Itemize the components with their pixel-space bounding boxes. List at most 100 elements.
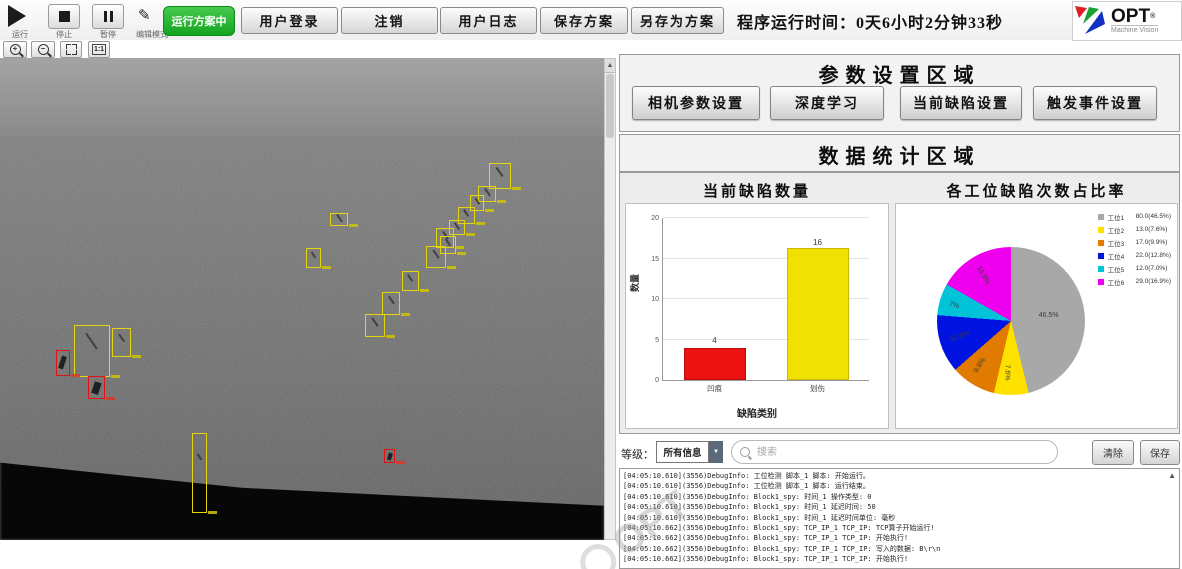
logout-button[interactable]: 注销	[341, 7, 438, 34]
stop-button[interactable]	[48, 4, 80, 29]
legend-name: 工位3	[1107, 240, 1125, 248]
detection-box	[365, 314, 385, 337]
scrollbar-thumb[interactable]	[606, 74, 614, 138]
legend-name: 工位2	[1107, 227, 1125, 235]
log-search-box[interactable]	[731, 440, 1058, 464]
y-tick-label: 0	[655, 377, 659, 384]
detection-box	[330, 213, 348, 226]
one-to-one-icon: 1:1	[91, 44, 107, 55]
log-scroll-up-icon[interactable]: ▲	[1168, 471, 1176, 480]
detection-label	[447, 266, 456, 269]
current-defect-settings-button[interactable]: 当前缺陷设置	[900, 86, 1022, 120]
pause-label: 暂停	[100, 30, 116, 39]
params-section-title: 参数设置区域	[818, 65, 981, 87]
detection-label	[512, 187, 521, 190]
detection-label	[420, 289, 429, 292]
pie-chart-panel: 46.5% 7.6% 9.9% 12.8% 7% 16.9% 工位1 80.0(46.5%)…	[895, 203, 1178, 429]
legend-color-swatch	[1097, 278, 1104, 285]
bar-chart-xlabel: 缺陷类别	[737, 409, 777, 420]
scrollbar-up-icon[interactable]: ▲	[605, 59, 615, 73]
legend-name: 工位5	[1107, 266, 1125, 274]
legend-value: 13.0(7.6%)	[1135, 226, 1168, 233]
bar-chart-plot: 0 5 10 15 20 4 凹痕 16 划伤	[651, 215, 869, 393]
detection-label	[111, 375, 120, 378]
user-login-button[interactable]: 用户登录	[241, 7, 338, 34]
opt-logo: OPT® Machine Vision	[1072, 1, 1182, 41]
bar-value-label: 4	[712, 335, 717, 345]
detection-box	[56, 350, 70, 376]
log-line: [04:05:10.662](3556)DebugInfo: Block1_sp…	[623, 524, 935, 533]
camera-params-button[interactable]: 相机参数设置	[632, 86, 760, 120]
user-log-button[interactable]: 用户日志	[440, 7, 537, 34]
log-level-dropdown-icon[interactable]: ▼	[709, 441, 723, 463]
log-level-select[interactable]: 所有信息	[656, 441, 709, 463]
pie-chart-title: 各工位缺陷次数占比率	[946, 184, 1127, 200]
running-plan-status-button[interactable]: 运行方案中	[163, 6, 235, 36]
detection-label	[457, 252, 466, 255]
log-save-button[interactable]: 保存	[1140, 440, 1180, 465]
detection-box	[470, 195, 484, 211]
detection-box	[426, 246, 446, 268]
legend-row: 工位1 80.0(46.5%)	[1097, 210, 1171, 223]
detection-label	[476, 222, 485, 225]
detection-box	[112, 328, 131, 357]
legend-row: 工位4 22.0(12.8%)	[1097, 249, 1171, 262]
detection-box	[382, 292, 400, 315]
one-to-one-button[interactable]: 1:1	[88, 41, 110, 58]
legend-row: 工位6 29.0(16.9%)	[1097, 275, 1171, 288]
bar-划伤	[786, 248, 849, 380]
legend-color-swatch	[1097, 252, 1104, 259]
detection-label	[485, 209, 494, 212]
log-list[interactable]: [04:05:10.610](3556)DebugInfo: 工位检测 脚本_1…	[619, 468, 1180, 569]
logo-brand: OPT®	[1111, 5, 1156, 27]
bar-chart-title: 当前缺陷数量	[702, 184, 811, 200]
run-button[interactable]	[8, 5, 26, 27]
log-lines: [04:05:10.610](3556)DebugInfo: 工位检测 脚本_1…	[623, 471, 1176, 565]
legend-value: 17.0(9.9%)	[1135, 239, 1168, 246]
detections-layer	[0, 58, 604, 540]
log-clear-button[interactable]: 清除	[1092, 440, 1134, 465]
edit-mode-icon: ✎	[138, 7, 151, 24]
y-tick-label: 10	[651, 296, 659, 303]
fit-to-window-button[interactable]	[60, 41, 82, 58]
zoom-out-button[interactable]: −	[31, 41, 55, 58]
detection-box	[74, 325, 110, 377]
search-icon	[740, 447, 750, 457]
detection-label	[322, 266, 331, 269]
pause-button[interactable]	[92, 4, 124, 29]
viewer-scrollbar[interactable]: ▲	[604, 58, 616, 540]
log-line: [04:05:10.610](3556)DebugInfo: 工位检测 脚本_1…	[623, 472, 870, 480]
log-search-input[interactable]	[755, 445, 1049, 459]
zoom-in-button[interactable]: +	[3, 41, 27, 58]
save-plan-button[interactable]: 保存方案	[540, 7, 628, 34]
gridline	[663, 217, 869, 218]
log-line: [04:05:10.662](3556)DebugInfo: Block1_sp…	[623, 534, 909, 543]
detection-label	[132, 355, 141, 358]
detection-box	[192, 433, 207, 513]
image-viewer[interactable]	[0, 58, 604, 540]
edit-mode-button[interactable]: ✎	[138, 6, 151, 25]
pie-legend: 工位1 80.0(46.5%) 工位2 13.0(7.6%) 工位3 17.0(9.9%)…	[1097, 210, 1171, 288]
zoom-out-icon: −	[37, 44, 49, 55]
trigger-event-settings-button[interactable]: 触发事件设置	[1033, 86, 1157, 120]
detection-box	[440, 236, 456, 254]
program-runtime-text: 程序运行时间：0天6小时2分钟33秒	[737, 15, 1004, 32]
legend-row: 工位5 12.0(7.0%)	[1097, 262, 1171, 275]
gridline	[663, 257, 869, 259]
save-plan-as-button[interactable]: 另存为方案	[631, 7, 724, 34]
legend-value: 29.0(16.9%)	[1135, 278, 1171, 285]
detection-label	[208, 511, 217, 514]
y-tick-label: 15	[651, 255, 659, 263]
legend-color-swatch	[1097, 226, 1104, 233]
log-line: [04:05:10.610](3556)DebugInfo: 工位检测 脚本_1…	[623, 482, 870, 491]
opt-logo-triangles	[1075, 6, 1105, 34]
legend-row: 工位3 17.0(9.9%)	[1097, 236, 1171, 249]
log-line: [04:05:10.610](3556)DebugInfo: Block1_sp…	[623, 492, 872, 501]
legend-name: 工位1	[1107, 214, 1125, 222]
legend-color-swatch	[1097, 265, 1104, 272]
run-label: 运行	[12, 30, 28, 39]
deep-learning-button[interactable]: 深度学习	[770, 86, 884, 120]
detection-label	[106, 397, 115, 400]
edit-mode-label: 编辑模式	[136, 30, 168, 39]
